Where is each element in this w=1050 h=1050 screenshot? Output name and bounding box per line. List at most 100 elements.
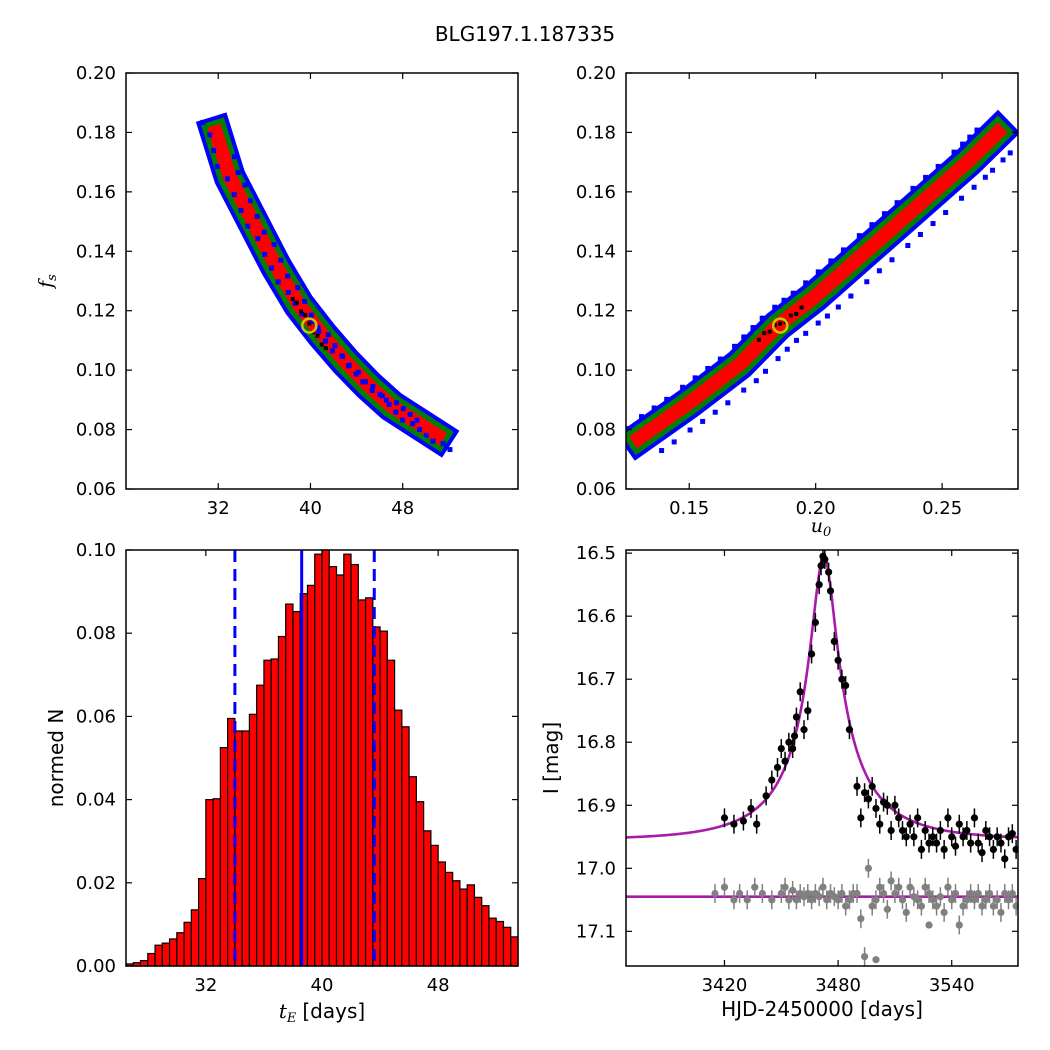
y-tick-label: 0.08 xyxy=(76,420,116,441)
data-point xyxy=(963,826,971,835)
contour-pixel xyxy=(664,396,670,402)
histogram-bar xyxy=(386,659,396,967)
contour-pixel xyxy=(741,334,747,340)
data-point xyxy=(730,896,738,904)
y-tick-label: 0.06 xyxy=(76,479,116,500)
y-tick-label: 0.08 xyxy=(76,623,116,644)
contour-pixel xyxy=(930,221,936,227)
y-tick-label: 0.18 xyxy=(576,122,616,143)
y-axis-label-fs: fs xyxy=(35,274,60,290)
histogram-bar xyxy=(183,921,192,967)
data-point xyxy=(887,826,895,835)
contour-pixel xyxy=(386,401,392,407)
contour-pixel xyxy=(671,439,677,445)
data-point xyxy=(743,896,751,904)
data-point xyxy=(921,883,929,891)
data-point xyxy=(989,845,997,853)
data-point xyxy=(872,956,880,964)
data-point xyxy=(932,902,941,910)
data-point xyxy=(720,814,729,822)
contour-pixel xyxy=(803,280,809,286)
y-tick-label: 0.08 xyxy=(576,420,616,441)
x-axis-label-u0: u0 xyxy=(811,515,832,540)
panel-fs-vs-te: 32 40 48 0.06 0.08 0.10 0.12 0.14 0.16 0.18 0.20 f… xyxy=(35,63,519,519)
data-point xyxy=(951,889,960,898)
data-point xyxy=(910,833,918,841)
data-point xyxy=(789,744,797,753)
contour-pixel xyxy=(905,242,911,248)
data-point xyxy=(711,889,719,898)
band-layers xyxy=(195,112,460,458)
contour-pixel xyxy=(417,426,423,432)
y-tick-label: 0.10 xyxy=(76,360,116,381)
contour-pixel xyxy=(960,141,966,147)
contour-pixel xyxy=(882,211,888,217)
data-point xyxy=(804,707,812,715)
data-point xyxy=(993,896,1001,904)
histogram-bar xyxy=(488,917,497,967)
contour-pixel xyxy=(423,432,429,438)
data-point xyxy=(1001,855,1009,863)
contour-core-pixel xyxy=(303,312,308,317)
data-point xyxy=(974,889,982,898)
y-tick-label: 16.6 xyxy=(576,606,616,627)
data-point xyxy=(985,833,994,841)
contour-core-pixel xyxy=(294,300,299,305)
y-axis-label: I [mag] xyxy=(539,722,563,794)
data-point xyxy=(891,801,899,809)
histogram-bar xyxy=(263,659,272,967)
data-point xyxy=(876,820,884,828)
data-point xyxy=(955,820,963,828)
data-point xyxy=(785,896,793,904)
figure-title: BLG197.1.187335 xyxy=(435,22,615,46)
contour-pixel xyxy=(753,378,759,384)
contour-pixel xyxy=(856,233,862,239)
data-point xyxy=(917,902,926,910)
histogram-bar xyxy=(350,563,359,967)
data-point xyxy=(753,820,761,828)
contour-core-pixel xyxy=(299,309,304,314)
histogram-bar xyxy=(154,944,163,967)
data-point xyxy=(720,883,729,891)
contour-pixel xyxy=(369,388,375,394)
y-tick-label: 0.06 xyxy=(576,479,616,500)
contour-inner xyxy=(207,123,447,446)
histogram-bar xyxy=(364,597,374,967)
x-tick-label: 32 xyxy=(194,975,217,996)
data-point xyxy=(902,833,910,841)
axes-frame xyxy=(125,72,519,490)
histogram-bar xyxy=(241,730,251,967)
contour-pixel xyxy=(360,379,366,385)
histogram-bar xyxy=(168,938,178,967)
contour-pixel xyxy=(680,384,686,390)
data-point xyxy=(834,656,842,664)
data-point xyxy=(1012,902,1018,910)
contour-pixel xyxy=(793,337,799,343)
data-point xyxy=(1004,896,1013,904)
data-point xyxy=(758,889,766,898)
data-point xyxy=(929,896,937,904)
contour-pixel xyxy=(353,371,359,377)
contour-pixel xyxy=(275,279,281,285)
data-point xyxy=(883,801,891,809)
contour-pixel xyxy=(285,289,291,295)
contour-pixel xyxy=(339,353,345,359)
contour-map-fs-te xyxy=(195,112,460,458)
contour-pixel xyxy=(407,411,413,417)
histogram-bar xyxy=(292,610,301,967)
data-point xyxy=(826,587,835,595)
contour-pixel xyxy=(268,265,274,271)
contour-core-pixel xyxy=(772,323,777,328)
contour-pixel xyxy=(917,232,923,237)
contour-pixel xyxy=(430,438,436,444)
contour-pixel xyxy=(278,257,284,263)
contour-pixel xyxy=(302,298,308,304)
data-point xyxy=(781,757,789,765)
data-point xyxy=(807,896,816,904)
data-point xyxy=(997,908,1005,917)
data-point xyxy=(823,896,831,904)
contour-pixel xyxy=(440,441,446,447)
contour-core-pixel xyxy=(315,333,320,338)
data-point xyxy=(781,883,789,891)
x-tick-label: 48 xyxy=(427,975,450,996)
